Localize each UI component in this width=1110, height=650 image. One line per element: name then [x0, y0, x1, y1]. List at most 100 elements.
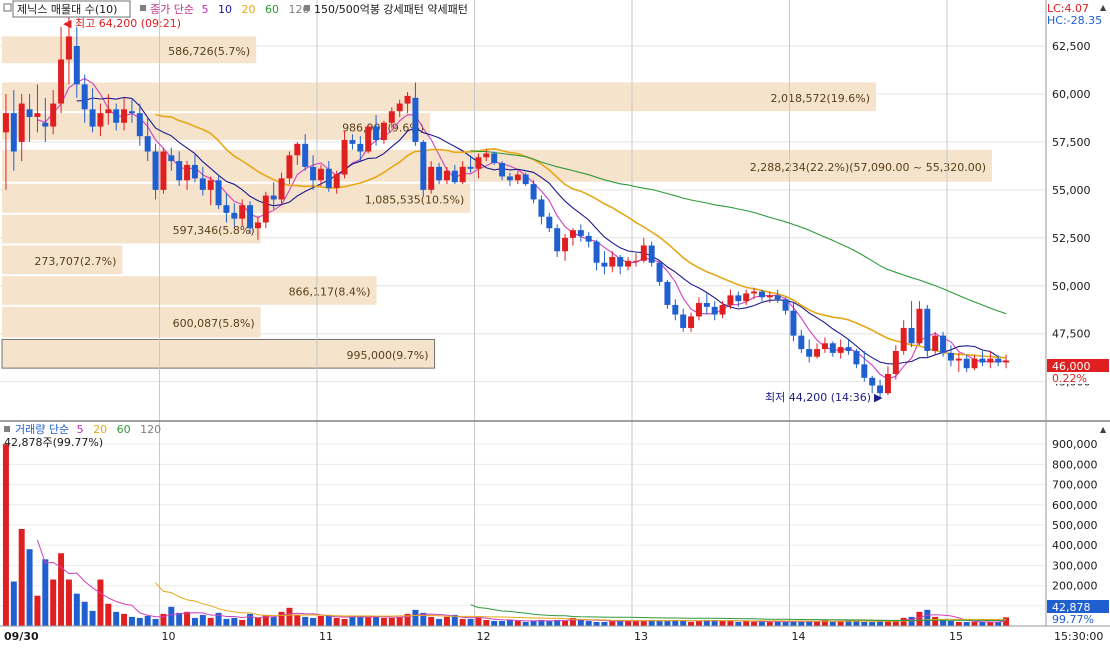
price-tick-label: 47,500 [1052, 328, 1091, 341]
current-volume-pct: 99.77% [1052, 613, 1094, 626]
candle-body [239, 205, 246, 219]
volume-bar [577, 619, 584, 626]
candle-body [782, 299, 789, 311]
volume-panel-bg [0, 422, 1046, 626]
scroll-up-icon[interactable]: ▲ [1100, 3, 1107, 12]
price-tick-label: 62,500 [1052, 40, 1091, 53]
candle-body [522, 174, 529, 185]
collapse-box-icon[interactable] [3, 3, 12, 12]
volume-bar [632, 620, 639, 626]
volume-collapse-icon[interactable] [4, 426, 10, 432]
candle-body [491, 153, 498, 164]
volume-bar [270, 616, 277, 626]
candle-body [223, 205, 230, 213]
lc-label: LC:4.07 [1047, 2, 1089, 15]
volume-bar [940, 619, 947, 626]
candle-body [632, 260, 639, 262]
candle-body [719, 304, 726, 315]
candle-body [404, 95, 411, 104]
candle-body [18, 103, 25, 142]
volume-bar [546, 620, 553, 626]
candle-body [625, 260, 632, 267]
candle-body [743, 293, 750, 302]
price-tick-label: 60,000 [1052, 88, 1091, 101]
ma-legend-icon[interactable] [140, 5, 146, 11]
volume-legend[interactable]: 거래량 단순 5 20 60 120 [15, 423, 161, 436]
first-bar-volume: 42,878주(99.77%) [4, 436, 103, 449]
scroll-up-volume-icon[interactable]: ▲ [1100, 425, 1107, 434]
volume-bar [656, 620, 663, 626]
volume-bar [538, 619, 545, 626]
candle-body [837, 347, 844, 353]
candle-body [65, 36, 72, 60]
price-tick-label: 55,000 [1052, 184, 1091, 197]
volume-bar [861, 621, 868, 626]
volume-bar [727, 620, 734, 626]
volume-bar [396, 616, 403, 626]
price-tick-label: 50,000 [1052, 280, 1091, 293]
volume-bar [380, 617, 387, 626]
volume-tick-label: 600,000 [1052, 499, 1098, 512]
candle-body [727, 295, 734, 305]
volume-profile-label: 600,087(5.8%) [173, 317, 255, 330]
volume-bar [585, 620, 592, 626]
volume-bar [191, 617, 198, 626]
volume-profile-label: 2,018,572(19.6%) [771, 92, 871, 105]
volume-bar [837, 620, 844, 626]
ma5-line [37, 77, 1007, 380]
candle-body [758, 291, 765, 298]
volume-bar [751, 621, 758, 626]
volume-bar [506, 619, 513, 626]
date-tick-label: 15 [949, 630, 963, 643]
xaxis-bg [0, 627, 1110, 646]
ma60-label: 60 [265, 3, 279, 16]
pattern-legend-icon[interactable] [304, 5, 310, 11]
volume-bar [373, 616, 380, 626]
volume-bar [128, 616, 135, 626]
volume-bar [979, 621, 986, 626]
candle-body [349, 140, 356, 144]
ma10-label: 10 [218, 3, 232, 16]
hc-label: HC:-28.35 [1047, 14, 1102, 27]
volume-bar [711, 619, 718, 626]
ma5-label: 5 [201, 3, 208, 16]
volume-bar [254, 617, 261, 626]
vol-ma60-line [470, 604, 1007, 621]
volume-tick-label: 300,000 [1052, 559, 1098, 572]
volume-bar [207, 617, 214, 626]
volume-bar [58, 553, 65, 626]
candle-body [955, 358, 962, 361]
ma60-line [470, 150, 1007, 315]
candle-body [317, 168, 324, 181]
moving-average-lines [37, 77, 1007, 380]
candle-body [231, 212, 238, 219]
volume-bar [404, 613, 411, 626]
chart-title: 제닉스 매물대 수(10) [17, 3, 117, 16]
volume-bar [73, 593, 80, 626]
volume-bar [89, 610, 96, 626]
volume-bar [790, 620, 797, 626]
volume-bar [136, 617, 143, 626]
volume-bar [357, 615, 364, 626]
volume-profile: 586,726(5.7%)2,018,572(19.6%)986,907(9.6… [1, 36, 992, 369]
volume-bar [743, 620, 750, 626]
volume-profile-label: 1,085,535(10.5%) [365, 193, 465, 206]
volume-bar [569, 617, 576, 626]
title-box[interactable] [12, 0, 131, 18]
volume-bar [325, 614, 332, 626]
volume-bar [420, 612, 427, 626]
volume-bar [341, 618, 348, 626]
pattern-legend[interactable]: 150/500억봉 강세패턴 약세패턴 [314, 2, 468, 16]
candle-body [483, 153, 490, 158]
volume-bar [617, 619, 624, 626]
candle-body [554, 228, 561, 252]
volume-profile-label: 597,346(5.8%) [173, 224, 255, 237]
low-annotation: 최저 44,200 (14:36) [765, 391, 871, 404]
candle-body [900, 327, 907, 351]
volume-profile-bar [2, 183, 471, 213]
candle-body [861, 364, 868, 378]
candle-body [924, 308, 931, 351]
candle-body [766, 295, 773, 298]
